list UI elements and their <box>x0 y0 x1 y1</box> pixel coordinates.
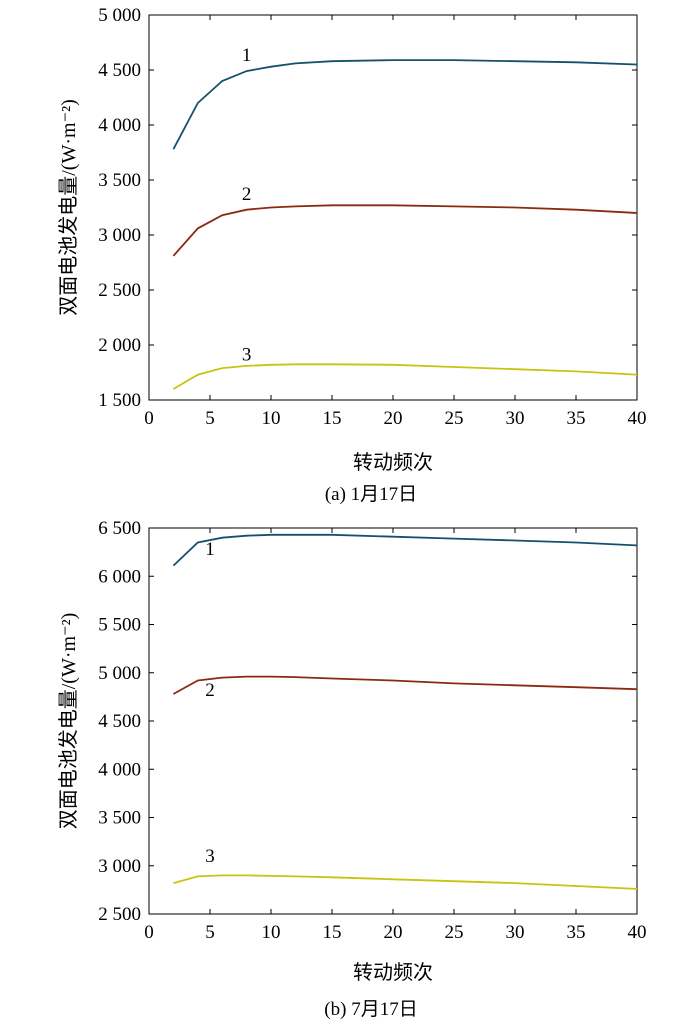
x-tick-label: 5 <box>205 408 215 429</box>
y-tick-label: 6 500 <box>98 518 141 539</box>
chart-panel-b: 0 5 10 15 20 25 30 35 40 2 500 3 000 3 500 4 000 4 50… <box>57 518 647 1020</box>
y-tick-label: 5 000 <box>98 663 141 684</box>
series-line-3 <box>173 874 638 890</box>
x-tick-label: 40 <box>628 922 647 943</box>
series-label-1: 1 <box>242 45 252 66</box>
y-tick-label: 2 500 <box>98 904 141 925</box>
x-axis-label: 转动频次 <box>353 961 433 984</box>
y-tick-label: 1 500 <box>98 390 141 411</box>
y-tick-label: 3 000 <box>98 856 141 877</box>
x-tick-label: 10 <box>262 922 281 943</box>
x-tick-label: 20 <box>384 408 403 429</box>
x-tick-label: 40 <box>628 408 647 429</box>
series-line-2 <box>172 204 638 257</box>
y-tick-label: 2 500 <box>98 280 141 301</box>
figure-caption: (a) 1月17日 <box>325 484 417 505</box>
x-tick-label: 0 <box>144 408 154 429</box>
x-tick-label: 25 <box>445 922 464 943</box>
series-label-2: 2 <box>205 680 215 701</box>
x-tick-label: 10 <box>262 408 281 429</box>
y-tick-label: 3 500 <box>98 808 141 829</box>
series-label-2: 2 <box>242 184 252 205</box>
x-tick-label: 30 <box>506 408 525 429</box>
x-tick-label: 15 <box>323 408 342 429</box>
x-tick-label: 15 <box>323 922 342 943</box>
y-axis-label: 双面电池发电量/(W·m⁻²) <box>57 99 80 316</box>
series-line-2 <box>172 675 638 695</box>
series-label-3: 3 <box>242 344 252 365</box>
x-tick-label: 20 <box>384 922 403 943</box>
x-axis-label: 转动频次 <box>353 451 433 474</box>
chart-panel-a: 0 5 10 15 20 25 30 35 40 1 500 2 000 2 500 3 000 3 50… <box>57 5 647 505</box>
series-line-3 <box>172 363 638 390</box>
x-tick-label: 35 <box>567 922 586 943</box>
y-tick-label: 4 000 <box>98 759 141 780</box>
plot-frame <box>148 527 638 915</box>
y-tick-label: 4 000 <box>98 115 141 136</box>
y-tick-label: 5 500 <box>98 615 141 636</box>
y-tick-label: 4 500 <box>98 60 141 81</box>
series-label-3: 3 <box>205 846 215 867</box>
y-tick-label: 6 000 <box>98 566 141 587</box>
series-line-1 <box>172 59 638 150</box>
y-axis-label: 双面电池发电量/(W·m⁻²) <box>57 613 80 830</box>
y-tick-label: 4 500 <box>98 711 141 732</box>
y-tick-label: 3 500 <box>98 170 141 191</box>
x-tick-label: 0 <box>144 922 154 943</box>
series-line-1 <box>172 533 638 567</box>
x-tick-label: 5 <box>205 922 215 943</box>
y-tick-label: 5 000 <box>98 5 141 26</box>
x-tick-label: 30 <box>506 922 525 943</box>
x-tick-label: 35 <box>567 408 586 429</box>
y-tick-label: 3 000 <box>98 225 141 246</box>
series-label-1: 1 <box>205 539 215 560</box>
plot-frame <box>148 14 638 401</box>
x-tick-label: 25 <box>445 408 464 429</box>
figure-caption: (b) 7月17日 <box>324 999 417 1020</box>
y-tick-label: 2 000 <box>98 335 141 356</box>
